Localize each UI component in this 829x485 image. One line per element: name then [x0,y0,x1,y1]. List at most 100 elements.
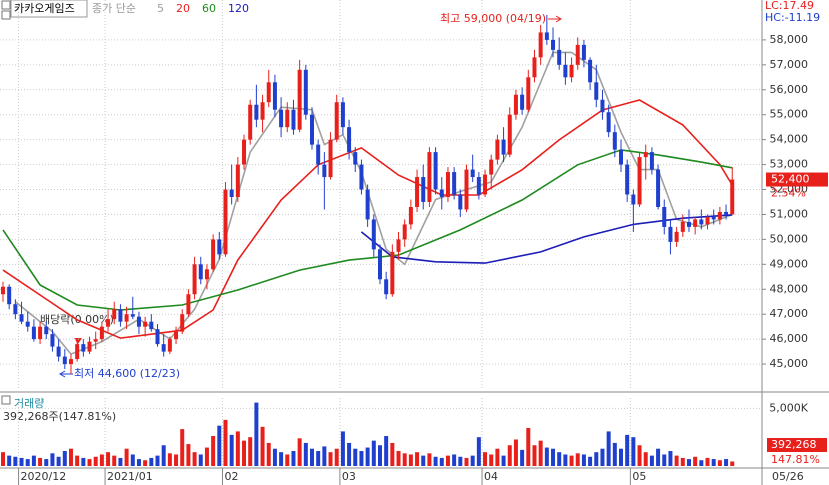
icon[interactable] [1,395,11,405]
symbol-box[interactable] [10,0,88,18]
volume-bar [730,461,735,466]
volume-bar [526,427,531,466]
x-tick-label: 2020/12 [21,470,67,483]
candle-body [544,32,549,40]
candle-body [532,57,537,78]
candle-body [155,329,160,345]
volume-bar [328,452,333,466]
volume-bar [75,455,80,466]
volume-bar [575,453,580,466]
volume-bar [13,456,18,466]
volume-bar [223,419,228,466]
volume-bar [93,456,98,466]
volume-bar [594,452,599,466]
volume-bar [557,452,562,466]
candle-body [254,104,259,120]
volume-bar [167,453,172,466]
chart-title[interactable]: 카카오게임즈 [14,2,75,15]
volume-bar [260,426,265,466]
icon[interactable] [1,10,11,20]
volume-bar [279,452,284,466]
x-tick-label: 04 [484,470,498,483]
volume-bar [303,442,308,466]
y-tick-label: 56,000 [770,83,809,96]
candle-body [606,112,611,133]
volume-bar [649,455,654,466]
candle-body [730,179,735,215]
candle-body [136,316,141,327]
volume-bar [402,453,407,466]
x-tick-label: 02 [224,470,238,483]
high-annotation: 최고 59,000 (04/19) [440,12,546,25]
candle-body [25,321,30,327]
volume-bar [87,459,92,466]
volume-bar [390,442,395,466]
candle-body [50,334,55,347]
candle-body [575,44,580,65]
candle-body [297,69,302,130]
candle-body [717,211,722,220]
candle-body [433,152,438,190]
candle-body [662,206,667,227]
candle-body [99,326,104,340]
x-tick-label: 2021/01 [107,470,153,483]
volume-bar [285,454,290,466]
legend-entry: 20 [176,2,190,15]
volume-bar [476,437,481,466]
volume-bar [334,448,339,466]
candle-body [495,139,500,160]
volume-bar [464,457,469,466]
y-tick-label: 54,000 [770,133,809,146]
candle-body [569,64,574,78]
candle-body [347,127,352,153]
volume-bar [662,454,667,466]
candle-body [371,219,376,250]
volume-bar [637,445,642,466]
candle-body [44,326,49,335]
volume-bar [501,455,506,466]
volume-bar [433,456,438,466]
y-tick-label: 45,000 [770,357,809,370]
candle-body [124,314,129,322]
volume-bar [711,459,716,466]
candle-body [631,194,636,205]
candle-body [489,159,494,175]
volume-bar [50,453,55,466]
y-tick-label: 5,000K [769,401,808,414]
icon[interactable] [1,0,11,10]
candle-body [242,139,247,165]
volume-bar [143,460,148,466]
candle-body [31,326,36,340]
y-tick-label: 51,000 [770,207,809,220]
y-tick-label: 57,000 [770,58,809,71]
volume-bar [272,448,277,466]
candle-body [637,157,642,205]
candle-body [415,177,420,207]
candle-body [260,102,265,120]
candle-body [235,164,240,197]
volume-bar [38,457,43,466]
volume-bar [563,454,568,466]
volume-bar [520,449,525,466]
candle-body [130,314,135,317]
volume-bar [452,454,457,466]
candle-body [625,164,630,195]
candle-body [445,172,450,197]
legend-entry: 5 [157,2,164,15]
last-volume: 392,268 [771,438,817,451]
volume-bar [445,455,450,466]
candle-body [223,189,228,255]
candle-body [724,211,729,215]
candle-body [291,109,296,130]
volume-bar [248,437,253,466]
volume-bar [619,448,623,466]
volume-bar [19,457,24,466]
volume-bar [600,448,605,466]
volume-bar [415,452,420,466]
x-tick-label: 05 [632,470,646,483]
candle-body [75,344,80,360]
volume-bar [112,455,117,466]
lc-label: LC:17.49 [765,0,814,12]
candle-body [7,286,12,305]
